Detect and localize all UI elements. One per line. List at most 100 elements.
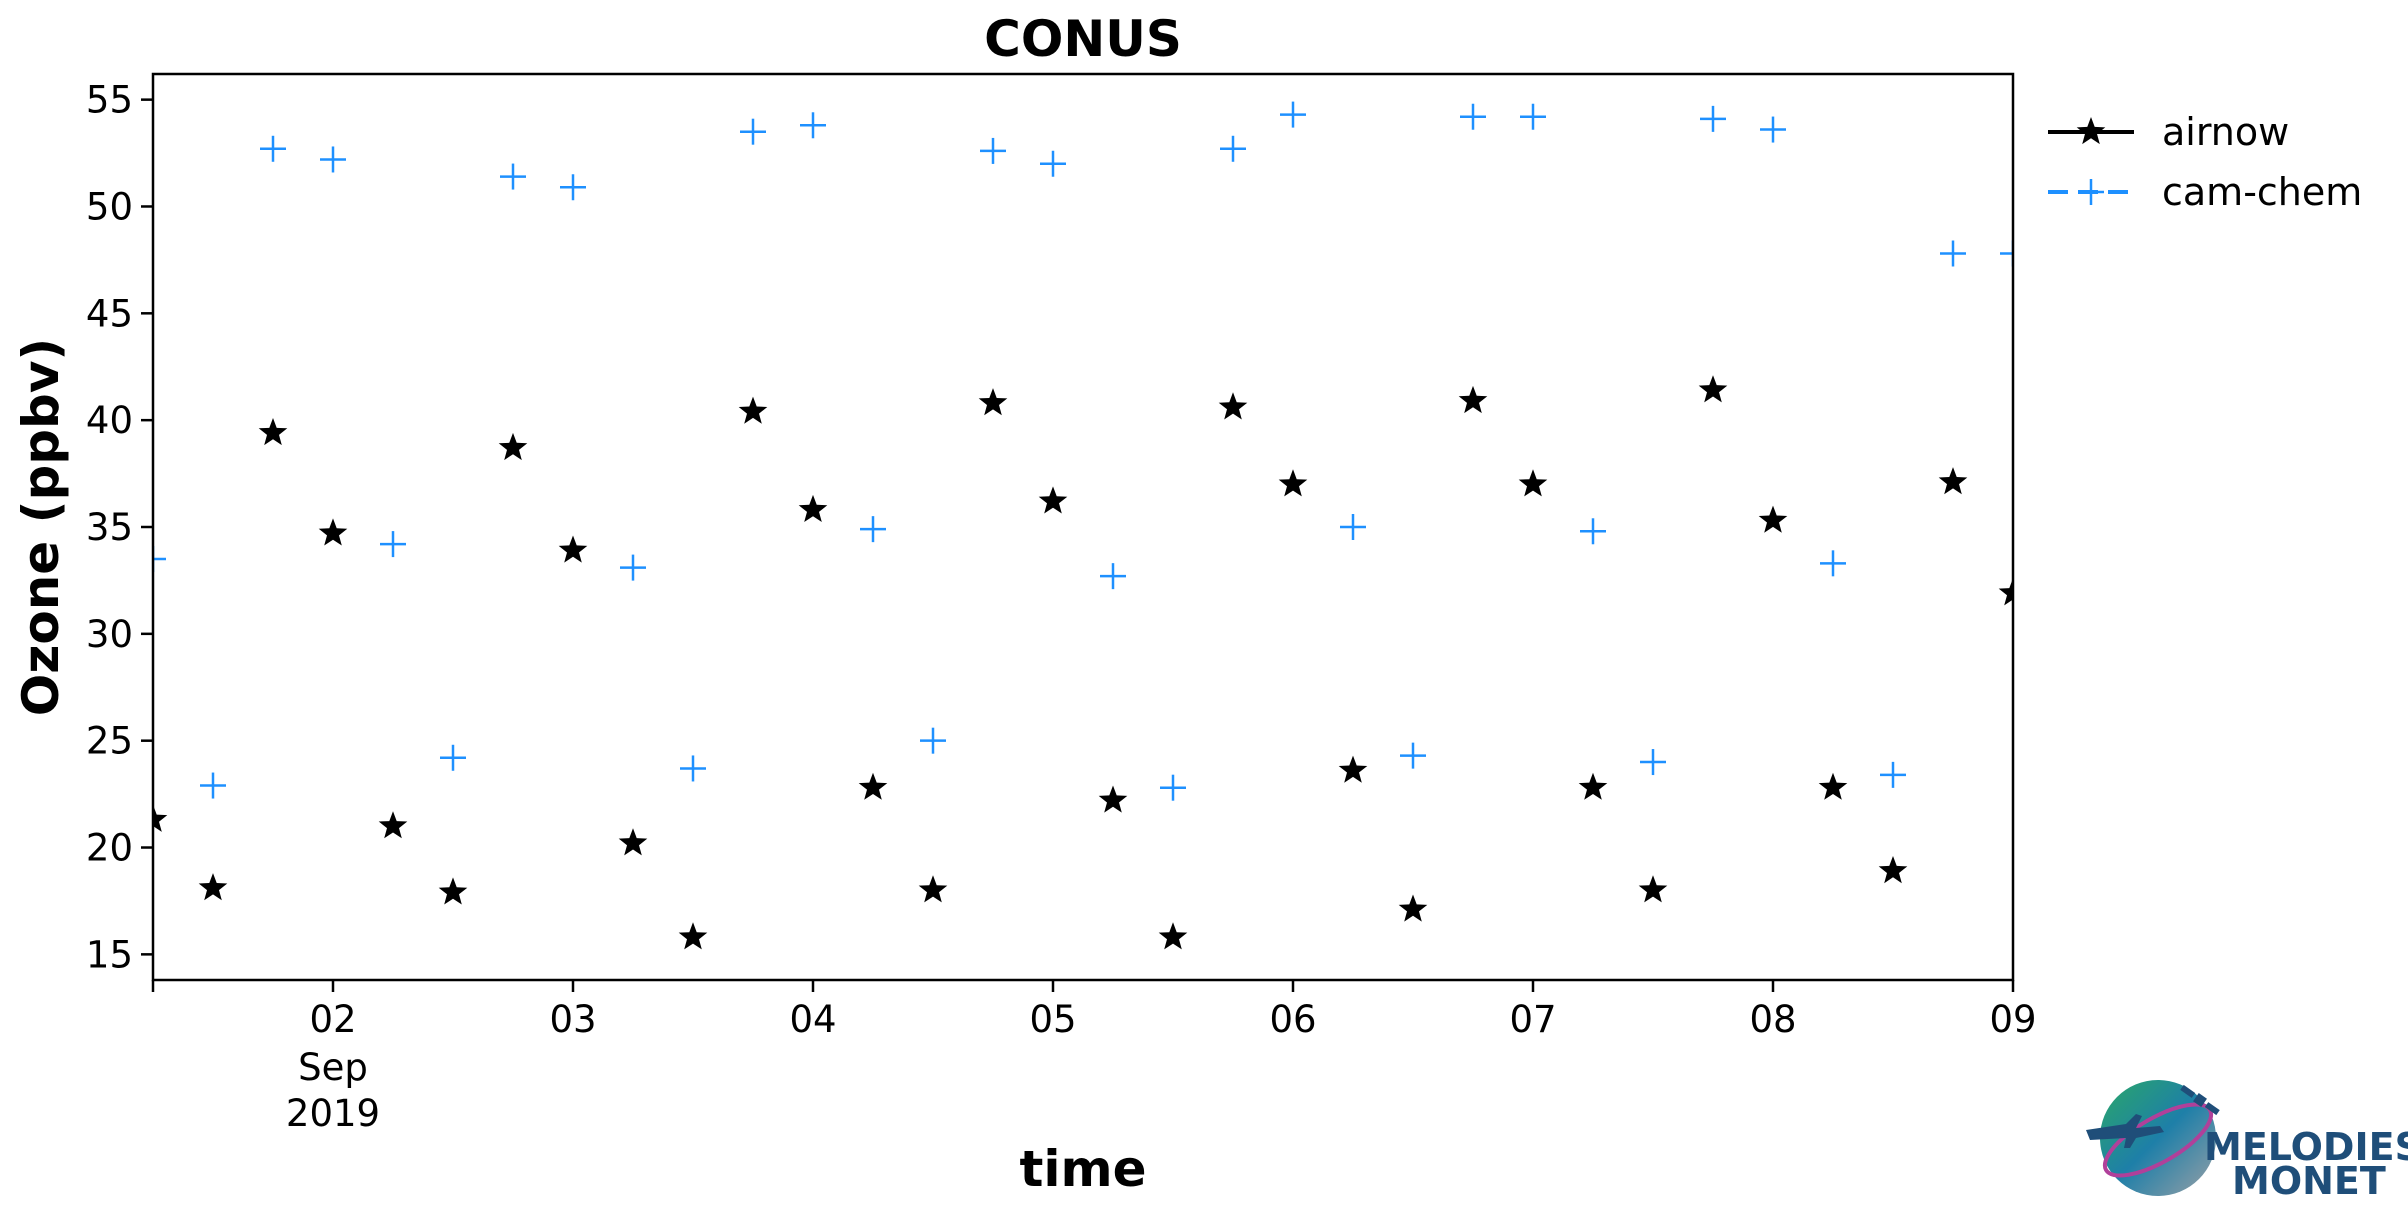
data-point	[1578, 772, 1608, 800]
data-point	[1340, 514, 1366, 540]
data-point	[1158, 922, 1188, 950]
data-point	[1460, 103, 1486, 130]
data-point	[1040, 150, 1066, 177]
y-axis: 15 20 25 30 35 40 45 50 55	[86, 79, 153, 976]
data-point	[200, 772, 226, 799]
data-point	[678, 922, 708, 950]
data-point	[1938, 467, 1968, 495]
series-cam-chem	[153, 101, 2013, 801]
data-point	[918, 875, 948, 903]
data-point	[1218, 392, 1248, 420]
data-point	[1220, 135, 1246, 162]
x-tick-label: 02	[309, 998, 356, 1041]
y-tick-label: 35	[86, 506, 133, 549]
y-tick-label: 30	[86, 613, 133, 656]
data-point	[378, 811, 408, 839]
legend-label: airnow	[2162, 110, 2289, 154]
x-tick-label: 04	[789, 998, 836, 1041]
data-point	[500, 163, 526, 190]
data-point	[1338, 755, 1368, 783]
airplane-icon	[2086, 1114, 2164, 1148]
data-point	[1580, 518, 1606, 545]
data-point	[740, 118, 766, 145]
data-point	[1398, 894, 1428, 922]
data-point	[620, 554, 646, 581]
plot-area	[153, 101, 2013, 950]
data-point	[1698, 375, 1728, 403]
data-point	[1280, 101, 1306, 128]
data-point	[618, 828, 648, 856]
data-point	[1278, 469, 1308, 497]
data-point	[1160, 774, 1186, 801]
data-point	[1518, 469, 1548, 497]
data-point	[798, 494, 828, 522]
data-point	[440, 744, 466, 771]
data-point	[2000, 240, 2013, 267]
data-point	[1998, 578, 2013, 606]
data-point	[858, 772, 888, 800]
data-point	[1400, 742, 1426, 769]
data-point	[1818, 772, 1848, 800]
x-tick-label: 09	[1989, 998, 2036, 1041]
x-tick-label: 08	[1749, 998, 1796, 1041]
x-tick-sublabel: Sep	[298, 1046, 368, 1089]
x-tick-label: 03	[549, 998, 596, 1041]
legend-marker	[2078, 179, 2104, 205]
data-point	[1758, 505, 1788, 533]
x-tick-label: 07	[1509, 998, 1556, 1041]
y-tick-label: 55	[86, 79, 133, 122]
melodies-monet-logo: MELODIES MONET	[2086, 1080, 2408, 1203]
data-point	[1638, 875, 1668, 903]
data-point	[153, 804, 168, 832]
data-point	[920, 727, 946, 754]
logo-line2: MONET	[2232, 1159, 2386, 1203]
data-point	[978, 388, 1008, 416]
x-axis-label: time	[1019, 1140, 1146, 1198]
data-point	[860, 516, 886, 543]
data-point	[153, 546, 166, 573]
y-tick-label: 15	[86, 933, 133, 976]
chart-title: CONUS	[984, 10, 1182, 68]
x-tick-label: 05	[1029, 998, 1076, 1041]
data-point	[1880, 761, 1906, 788]
data-point	[1640, 749, 1666, 776]
data-point	[558, 535, 588, 563]
y-tick-label: 25	[86, 720, 133, 763]
x-tick-label: 06	[1269, 998, 1316, 1041]
data-point	[1760, 116, 1786, 143]
y-tick-label: 50	[86, 185, 133, 228]
satellite-icon	[2180, 1084, 2220, 1116]
data-point	[258, 418, 288, 446]
data-point	[1700, 105, 1726, 132]
data-point	[1940, 240, 1966, 267]
data-point	[680, 755, 706, 782]
data-point	[980, 137, 1006, 164]
series-airnow	[153, 375, 2013, 950]
data-point	[560, 174, 586, 201]
legend: airnow cam-chem	[2048, 110, 2362, 214]
data-point	[320, 146, 346, 173]
data-point	[1100, 563, 1126, 590]
legend-item-airnow: airnow	[2048, 110, 2289, 154]
data-point	[1038, 486, 1068, 514]
data-point	[380, 531, 406, 558]
legend-marker	[2076, 117, 2106, 145]
data-point	[1820, 550, 1846, 577]
data-point	[1458, 385, 1488, 414]
data-point	[198, 873, 228, 901]
plot-frame	[151, 72, 2015, 982]
globe-icon	[2100, 1080, 2216, 1196]
data-point	[1520, 103, 1546, 130]
data-point	[738, 396, 768, 424]
legend-item-cam-chem: cam-chem	[2048, 170, 2362, 214]
x-tick-sublabel: 2019	[286, 1092, 380, 1135]
y-tick-label: 40	[86, 399, 133, 442]
data-point	[318, 518, 348, 546]
data-point	[260, 135, 286, 162]
data-point	[800, 112, 826, 139]
legend-label: cam-chem	[2162, 170, 2362, 214]
logo-line1: MELODIES	[2204, 1125, 2408, 1169]
y-tick-label: 45	[86, 292, 133, 335]
